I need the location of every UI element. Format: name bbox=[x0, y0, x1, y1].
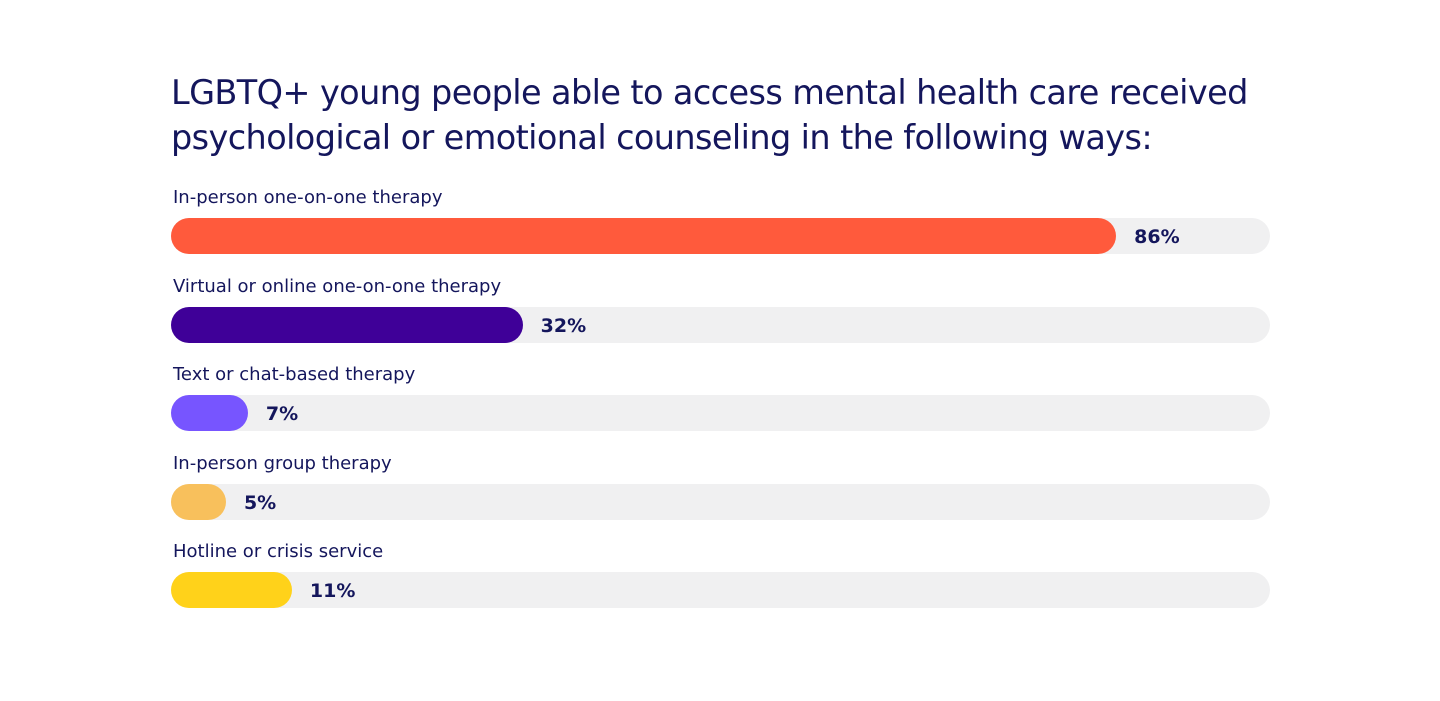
bar bbox=[171, 218, 1117, 254]
bar-row: Hotline or crisis service 11% bbox=[171, 541, 1271, 638]
bar-row: Virtual or online one-on-one therapy 32% bbox=[171, 276, 1271, 373]
chart-title: LGBTQ+ young people able to access menta… bbox=[171, 73, 1248, 157]
bar-track: 32% bbox=[171, 306, 1270, 343]
value-label: 7% bbox=[265, 403, 299, 425]
category-label: Virtual or online one-on-one therapy bbox=[173, 275, 502, 297]
bar-track: 86% bbox=[171, 218, 1270, 254]
value-label: 11% bbox=[309, 580, 356, 602]
bar-track: 11% bbox=[171, 572, 1270, 608]
bar bbox=[171, 306, 523, 343]
bar-rows: In-person one-on-one therapy 86% Virtual o… bbox=[171, 187, 1271, 638]
value-label: 5% bbox=[243, 491, 277, 514]
category-label: Text or chat-based therapy bbox=[173, 364, 416, 385]
bar-track: 7% bbox=[171, 395, 1270, 431]
bar-row: In-person group therapy 5% bbox=[171, 453, 1271, 550]
bar bbox=[171, 572, 292, 608]
chart: LGBTQ+ young people able to access menta… bbox=[171, 70, 1271, 638]
value-label: 32% bbox=[540, 314, 587, 337]
value-label: 86% bbox=[1134, 226, 1180, 248]
category-label: In-person one-on-one therapy bbox=[173, 187, 443, 208]
bar-row: In-person one-on-one therapy 86% bbox=[171, 187, 1271, 284]
bar bbox=[171, 395, 248, 431]
bar bbox=[171, 483, 226, 520]
bar-row: Text or chat-based therapy 7% bbox=[171, 364, 1271, 461]
category-label: Hotline or crisis service bbox=[173, 541, 384, 562]
category-label: In-person group therapy bbox=[173, 452, 392, 474]
bar-track: 5% bbox=[171, 483, 1270, 520]
